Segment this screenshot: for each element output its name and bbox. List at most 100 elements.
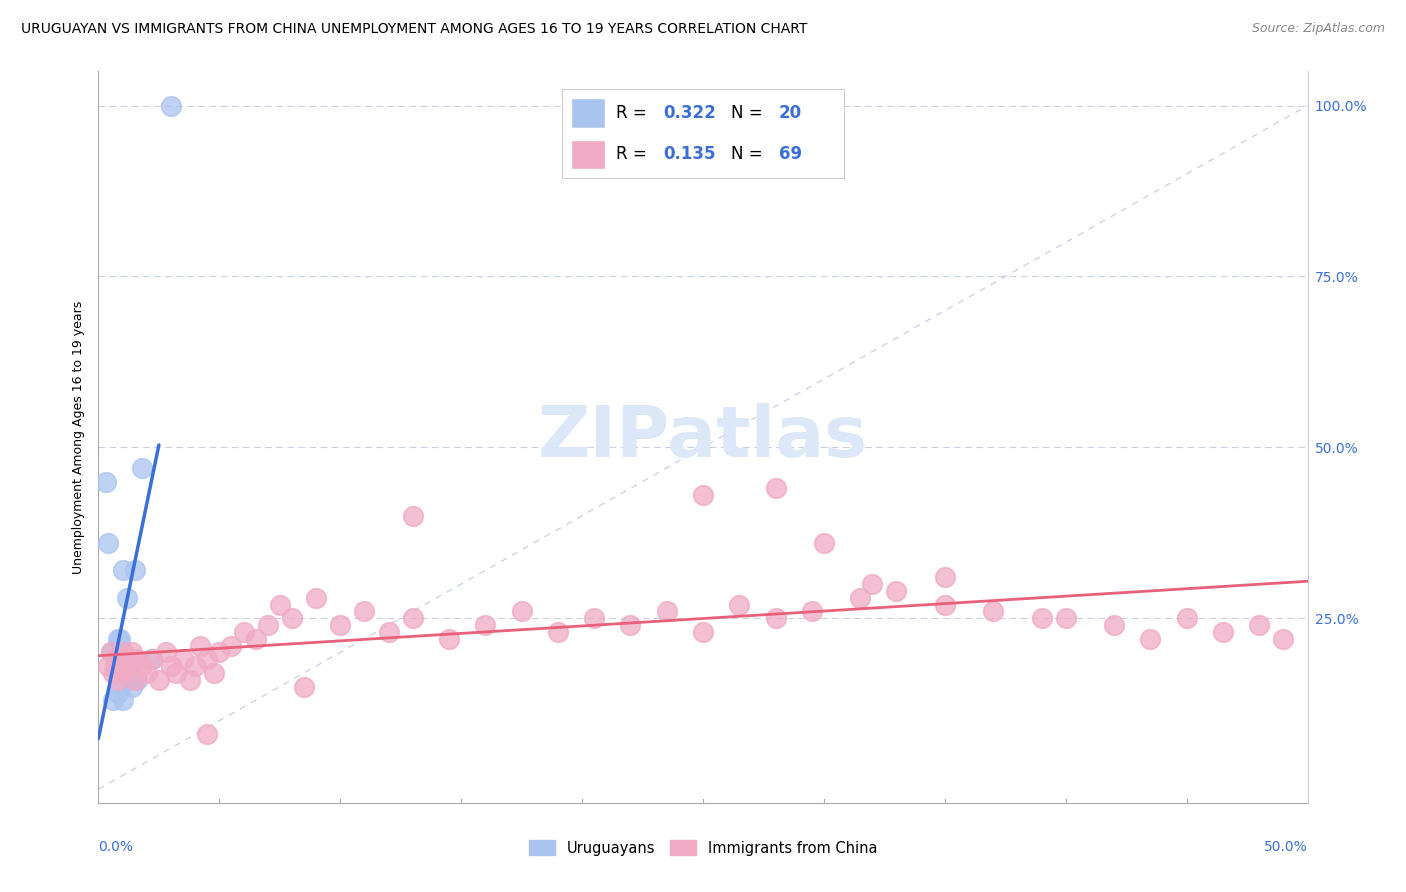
Point: [118, 673, 141, 687]
Point: [135, 665, 157, 680]
Point: [97, 659, 120, 673]
Point: [107, 632, 129, 646]
Point: [165, 665, 187, 680]
Legend: Uruguayans, Immigrants from China: Uruguayans, Immigrants from China: [523, 834, 883, 862]
Point: [849, 591, 872, 605]
Point: [402, 611, 425, 625]
Text: 20: 20: [779, 104, 801, 122]
Point: [437, 632, 460, 646]
Point: [104, 659, 127, 673]
Text: ZIPatlas: ZIPatlas: [538, 402, 868, 472]
Point: [474, 618, 496, 632]
Point: [329, 618, 352, 632]
Point: [232, 624, 254, 639]
Point: [800, 604, 823, 618]
Point: [1249, 618, 1271, 632]
Point: [121, 680, 143, 694]
Point: [172, 652, 194, 666]
Point: [121, 645, 143, 659]
Point: [1212, 624, 1234, 639]
Point: [155, 645, 177, 659]
Point: [100, 645, 122, 659]
Point: [184, 659, 207, 673]
Point: [583, 611, 606, 625]
Point: [111, 693, 134, 707]
Point: [107, 673, 129, 687]
Point: [141, 652, 163, 666]
FancyBboxPatch shape: [571, 140, 605, 169]
Point: [377, 624, 399, 639]
Point: [204, 665, 226, 680]
Point: [104, 652, 127, 666]
Point: [305, 591, 328, 605]
Text: N =: N =: [731, 104, 768, 122]
Point: [100, 645, 122, 659]
Point: [124, 563, 146, 577]
Point: [353, 604, 375, 618]
Point: [179, 673, 201, 687]
Point: [547, 624, 569, 639]
Point: [111, 563, 134, 577]
Point: [813, 536, 835, 550]
Point: [402, 508, 425, 523]
Text: 69: 69: [779, 145, 801, 163]
Text: R =: R =: [616, 145, 652, 163]
Point: [245, 632, 267, 646]
Point: [269, 598, 291, 612]
Point: [101, 665, 124, 680]
Point: [107, 686, 129, 700]
Point: [860, 577, 883, 591]
Point: [108, 632, 131, 646]
Text: N =: N =: [731, 145, 768, 163]
Point: [108, 659, 131, 673]
Point: [160, 98, 183, 112]
Point: [94, 475, 117, 489]
Point: [124, 673, 146, 687]
Point: [131, 659, 153, 673]
Point: [195, 727, 218, 741]
Text: 0.322: 0.322: [664, 104, 717, 122]
Point: [131, 460, 153, 475]
Point: [728, 598, 751, 612]
Text: URUGUAYAN VS IMMIGRANTS FROM CHINA UNEMPLOYMENT AMONG AGES 16 TO 19 YEARS CORREL: URUGUAYAN VS IMMIGRANTS FROM CHINA UNEMP…: [21, 22, 807, 37]
Point: [1272, 632, 1295, 646]
Point: [111, 645, 134, 659]
Point: [765, 481, 787, 495]
Point: [111, 645, 134, 659]
Text: R =: R =: [616, 104, 652, 122]
Point: [127, 673, 149, 687]
Point: [117, 652, 139, 666]
Point: [655, 604, 678, 618]
Text: 0.135: 0.135: [664, 145, 716, 163]
Text: 0.0%: 0.0%: [98, 840, 134, 855]
Point: [281, 611, 304, 625]
Point: [765, 611, 787, 625]
Point: [1102, 618, 1125, 632]
Point: [934, 570, 956, 584]
Point: [114, 665, 136, 680]
Point: [208, 645, 231, 659]
Point: [118, 659, 141, 673]
Point: [101, 693, 124, 707]
Y-axis label: Unemployment Among Ages 16 to 19 years: Unemployment Among Ages 16 to 19 years: [72, 301, 86, 574]
Point: [692, 624, 714, 639]
Point: [1139, 632, 1161, 646]
Point: [127, 652, 149, 666]
Point: [886, 583, 908, 598]
Point: [1031, 611, 1053, 625]
Point: [692, 488, 714, 502]
Point: [934, 598, 956, 612]
Point: [1175, 611, 1198, 625]
Point: [221, 639, 243, 653]
Point: [292, 680, 315, 694]
Text: Source: ZipAtlas.com: Source: ZipAtlas.com: [1251, 22, 1385, 36]
Text: 50.0%: 50.0%: [1264, 840, 1308, 855]
Point: [256, 618, 278, 632]
Point: [160, 659, 183, 673]
Point: [510, 604, 533, 618]
Point: [188, 639, 211, 653]
Point: [148, 673, 170, 687]
Point: [97, 536, 120, 550]
Point: [195, 652, 218, 666]
Point: [981, 604, 1004, 618]
